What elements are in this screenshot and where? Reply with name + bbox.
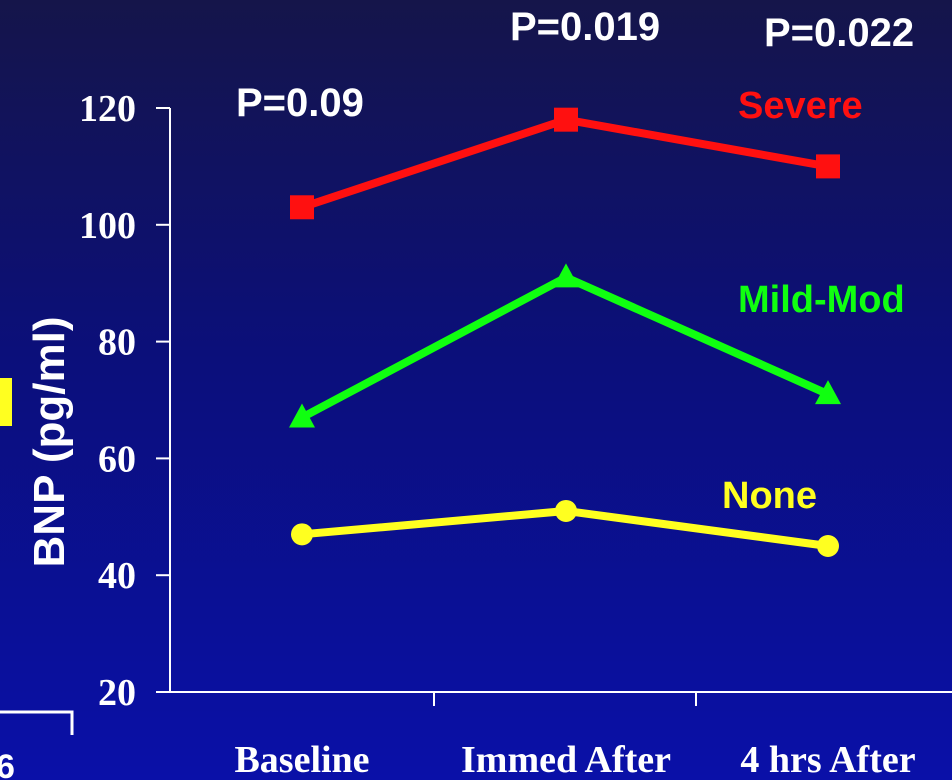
yellow-edge-mark <box>0 378 12 426</box>
x-tick-label-4hrs-after: 4 hrs After <box>740 739 915 780</box>
y-tick-label: 80 <box>98 322 136 364</box>
data-point-mild-mod <box>289 403 315 428</box>
y-tick-label: 40 <box>98 555 136 597</box>
x-tick-label-immed-after: Immed After <box>461 739 671 780</box>
y-tick-label: 120 <box>79 88 136 130</box>
series-label-mild-mod: Mild-Mod <box>738 279 905 321</box>
p-value-4hrs-after: P=0.022 <box>764 11 914 55</box>
data-point-severe <box>554 107 578 132</box>
series-line-severe <box>300 115 829 212</box>
cropped-box-corner <box>0 710 74 735</box>
series-label-severe: Severe <box>738 85 863 127</box>
data-point-severe <box>290 195 314 220</box>
data-point-none <box>291 523 313 546</box>
y-axis-label: BNP (pg/ml) <box>25 317 74 568</box>
data-point-mild-mod <box>815 380 841 405</box>
y-tick-label: 60 <box>98 438 136 480</box>
cropped-edge-text: 6 <box>0 748 15 780</box>
data-point-none <box>817 535 839 557</box>
data-point-severe <box>816 154 840 179</box>
y-tick-label: 100 <box>79 205 136 247</box>
series-label-none: None <box>722 475 817 517</box>
data-point-none <box>555 499 577 522</box>
p-value-baseline: P=0.09 <box>236 81 364 125</box>
data-point-mild-mod <box>553 263 579 288</box>
y-tick-label: 20 <box>98 672 136 714</box>
x-tick-label-baseline: Baseline <box>234 739 369 780</box>
p-value-immed-after: P=0.019 <box>510 5 660 49</box>
